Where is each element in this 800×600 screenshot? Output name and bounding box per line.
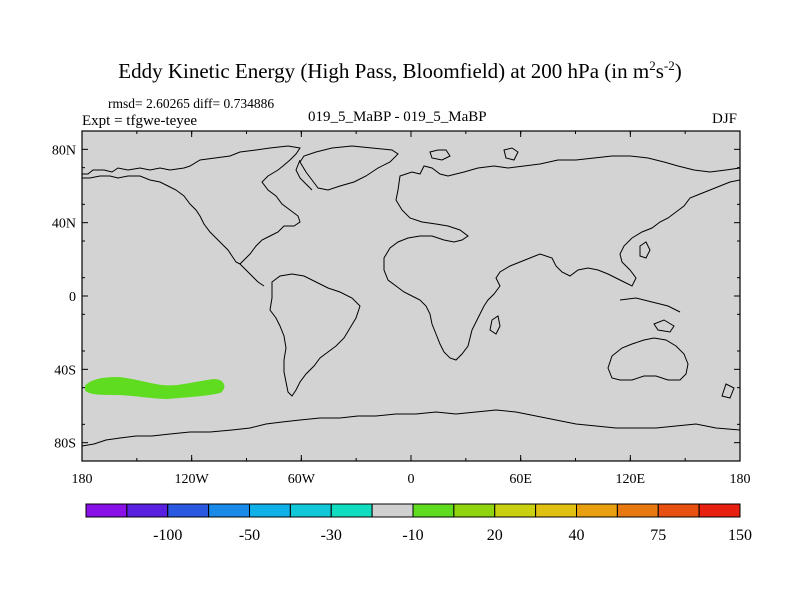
coast-japan [639, 241, 651, 259]
colorbar-label: -10 [402, 527, 423, 544]
coast-svalbard [429, 149, 451, 161]
colorbar-swatch [330, 503, 373, 518]
colorbar-label: 40 [569, 527, 585, 544]
coast-indonesia [619, 297, 681, 313]
lon-tick-label: 120E [616, 472, 646, 487]
longitude-axis: 180 120W 60W 0 60E 120E 180 [72, 131, 751, 487]
coastlines [81, 145, 741, 447]
colorbar-swatch [494, 503, 537, 518]
lat-tick-label: 40N [52, 217, 76, 232]
lat-tick-label: 80N [52, 143, 76, 158]
lon-tick-label: 180 [730, 472, 751, 487]
colorbar-swatch [249, 503, 291, 518]
colorbar-label: -50 [239, 527, 260, 544]
case-label: 019_5_MaBP - 019_5_MaBP [308, 109, 487, 125]
lat-tick-label: 80S [54, 437, 76, 452]
colorbar-swatch [371, 503, 414, 518]
colorbar-label: 150 [728, 527, 752, 544]
coast-australia [607, 337, 689, 381]
lon-tick-label: 120W [175, 472, 210, 487]
colorbar-label: -30 [321, 527, 342, 544]
lon-tick-label: 0 [408, 472, 415, 487]
lon-tick-label: 60W [288, 472, 316, 487]
lon-tick-label: 180 [72, 472, 93, 487]
experiment-label: Expt = tfgwe-teyee [82, 113, 198, 129]
coast-south-america [269, 273, 361, 397]
anomaly-region [85, 376, 225, 400]
colorbar-swatch [126, 503, 169, 518]
coast-north-america [82, 145, 301, 265]
colorbar-swatch [208, 503, 250, 518]
coast-new-guinea [653, 319, 675, 333]
coast-greenland [299, 145, 399, 191]
colorbar-swatch [412, 503, 455, 518]
coast-madagascar [489, 315, 501, 335]
colorbar-label: 20 [487, 527, 503, 544]
coast-eurasia-africa [383, 155, 741, 361]
latitude-axis: 80N 40N 0 40S 80S [52, 130, 740, 462]
colorbar-swatch [616, 503, 659, 518]
colorbar-swatch [85, 503, 128, 518]
colorbar-swatch [698, 503, 741, 518]
colorbar-swatch [535, 503, 577, 518]
colorbar-swatch [453, 503, 496, 518]
colorbar-label: -100 [153, 527, 182, 544]
plot-title: Eddy Kinetic Energy (High Pass, Bloomfie… [118, 58, 682, 83]
lat-tick-label: 40S [54, 363, 76, 378]
stats-label: rmsd= 2.60265 diff= 0.734886 [108, 96, 275, 111]
lat-tick-label: 0 [69, 290, 76, 305]
coast-new-zealand [721, 383, 735, 399]
colorbar-swatch [576, 503, 618, 518]
coast-novaya-zemlya [503, 147, 519, 161]
coast-central-america [239, 263, 265, 287]
coast-antarctica [81, 409, 741, 447]
colorbar-swatch [657, 503, 700, 518]
season-label: DJF [712, 111, 738, 127]
colorbar-swatch [289, 503, 332, 518]
colorbar-label: 75 [650, 527, 666, 544]
coast-arctic-islands [295, 159, 313, 191]
lon-tick-label: 60E [509, 472, 532, 487]
colorbar: -100 -50 -30 -10 20 40 75 150 [85, 503, 752, 544]
colorbar-swatch [167, 503, 210, 518]
